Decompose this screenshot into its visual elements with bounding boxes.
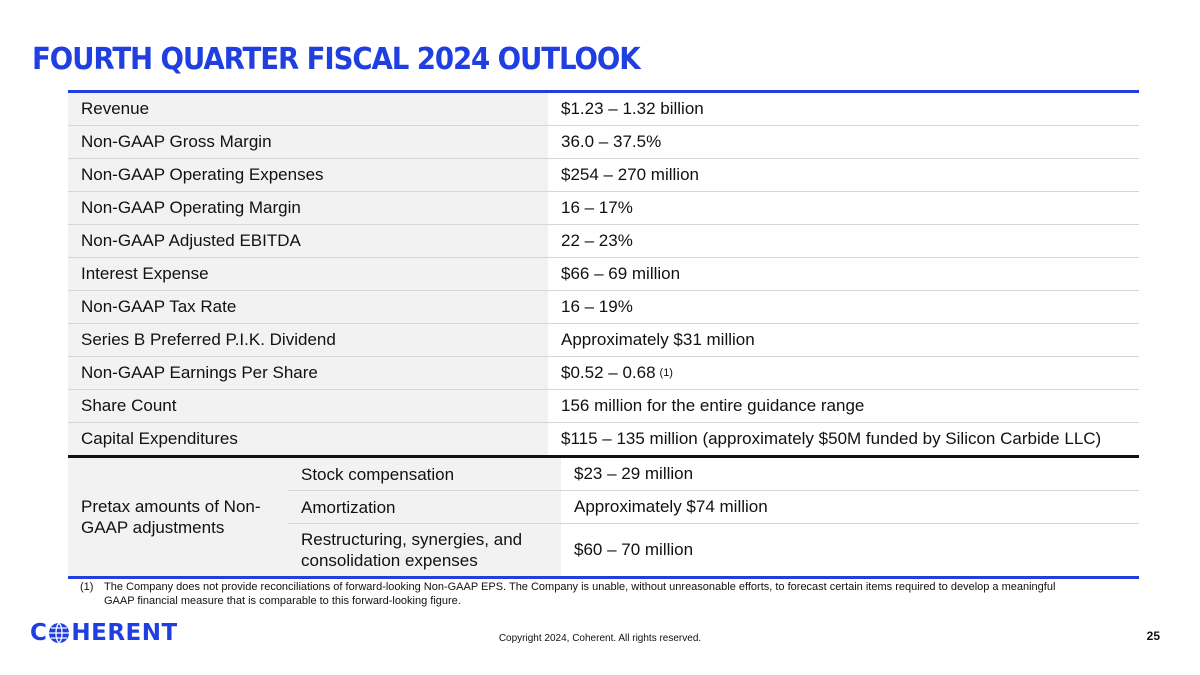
adjustment-row: Amortization Approximately $74 million (288, 491, 1139, 524)
table-row: Share Count 156 million for the entire g… (68, 390, 1139, 423)
table-row: Series B Preferred P.I.K. Dividend Appro… (68, 324, 1139, 357)
footnote-number: (1) (80, 581, 94, 593)
table-row: Interest Expense $66 – 69 million (68, 258, 1139, 291)
logo-suffix: HERENT (71, 620, 178, 646)
outlook-table: Revenue $1.23 – 1.32 billion Non-GAAP Gr… (68, 90, 1139, 579)
page-title: FOURTH QUARTER FISCAL 2024 OUTLOOK (32, 42, 641, 77)
row-value: $254 – 270 million (561, 165, 699, 184)
globe-icon (49, 622, 70, 644)
row-value: 16 – 19% (561, 297, 633, 316)
row-value: $66 – 69 million (561, 264, 681, 283)
adjustment-row: Restructuring, synergies, and consolidat… (288, 524, 1139, 576)
table-bottom-rule (68, 576, 1139, 579)
table-row: Revenue $1.23 – 1.32 billion (68, 93, 1139, 126)
footnote: (1) The Company does not provide reconci… (80, 580, 1060, 608)
row-label: Non-GAAP Operating Margin (68, 192, 548, 224)
table-row: Non-GAAP Earnings Per Share $0.52 – 0.68… (68, 357, 1139, 390)
row-label: Non-GAAP Adjusted EBITDA (68, 225, 548, 257)
row-value: $0.52 – 0.68 (561, 363, 656, 382)
adjustments-rows: Stock compensation $23 – 29 million Amor… (288, 458, 1139, 576)
adjustment-value: $60 – 70 million (574, 540, 694, 559)
adjustment-label: Amortization (288, 491, 561, 523)
row-value: 16 – 17% (561, 198, 633, 217)
row-value: 22 – 23% (561, 231, 633, 250)
adjustment-value: $23 – 29 million (574, 464, 694, 483)
row-label: Series B Preferred P.I.K. Dividend (68, 324, 548, 356)
copyright-text: Copyright 2024, Coherent. All rights res… (498, 633, 702, 644)
row-label: Revenue (68, 93, 548, 125)
coherent-logo: C HERENT (30, 620, 178, 646)
row-value: 36.0 – 37.5% (561, 132, 662, 151)
row-value: $115 – 135 million (approximately $50M f… (561, 429, 1102, 448)
footnote-reference: (1) (659, 367, 673, 379)
section-divider (68, 455, 1139, 458)
row-label: Share Count (68, 390, 548, 422)
page-number: 25 (1146, 629, 1160, 643)
row-value: Approximately $31 million (561, 330, 755, 349)
adjustment-row: Stock compensation $23 – 29 million (288, 458, 1139, 491)
table-row: Non-GAAP Tax Rate 16 – 19% (68, 291, 1139, 324)
row-label: Non-GAAP Earnings Per Share (68, 357, 548, 389)
table-row: Non-GAAP Gross Margin 36.0 – 37.5% (68, 126, 1139, 159)
table-row: Non-GAAP Operating Margin 16 – 17% (68, 192, 1139, 225)
row-label: Non-GAAP Operating Expenses (68, 159, 548, 191)
row-label: Capital Expenditures (68, 423, 548, 455)
row-value: 156 million for the entire guidance rang… (561, 396, 865, 415)
logo-prefix: C (30, 620, 48, 646)
adjustments-section: Pretax amounts of Non-GAAP adjustments S… (68, 458, 1139, 576)
row-label: Interest Expense (68, 258, 548, 290)
row-label: Non-GAAP Gross Margin (68, 126, 548, 158)
row-label: Non-GAAP Tax Rate (68, 291, 548, 323)
adjustment-value: Approximately $74 million (574, 497, 768, 516)
footnote-text: The Company does not provide reconciliat… (104, 581, 1056, 607)
table-top-rule (68, 90, 1139, 93)
adjustments-label: Pretax amounts of Non-GAAP adjustments (68, 458, 288, 576)
row-value: $1.23 – 1.32 billion (561, 99, 704, 118)
adjustment-label: Stock compensation (288, 458, 561, 490)
table-row: Non-GAAP Operating Expenses $254 – 270 m… (68, 159, 1139, 192)
adjustment-label: Restructuring, synergies, and consolidat… (288, 524, 561, 576)
row-value-cell: $0.52 – 0.68 (1) (548, 357, 1139, 389)
table-row: Non-GAAP Adjusted EBITDA 22 – 23% (68, 225, 1139, 258)
table-row: Capital Expenditures $115 – 135 million … (68, 423, 1139, 455)
